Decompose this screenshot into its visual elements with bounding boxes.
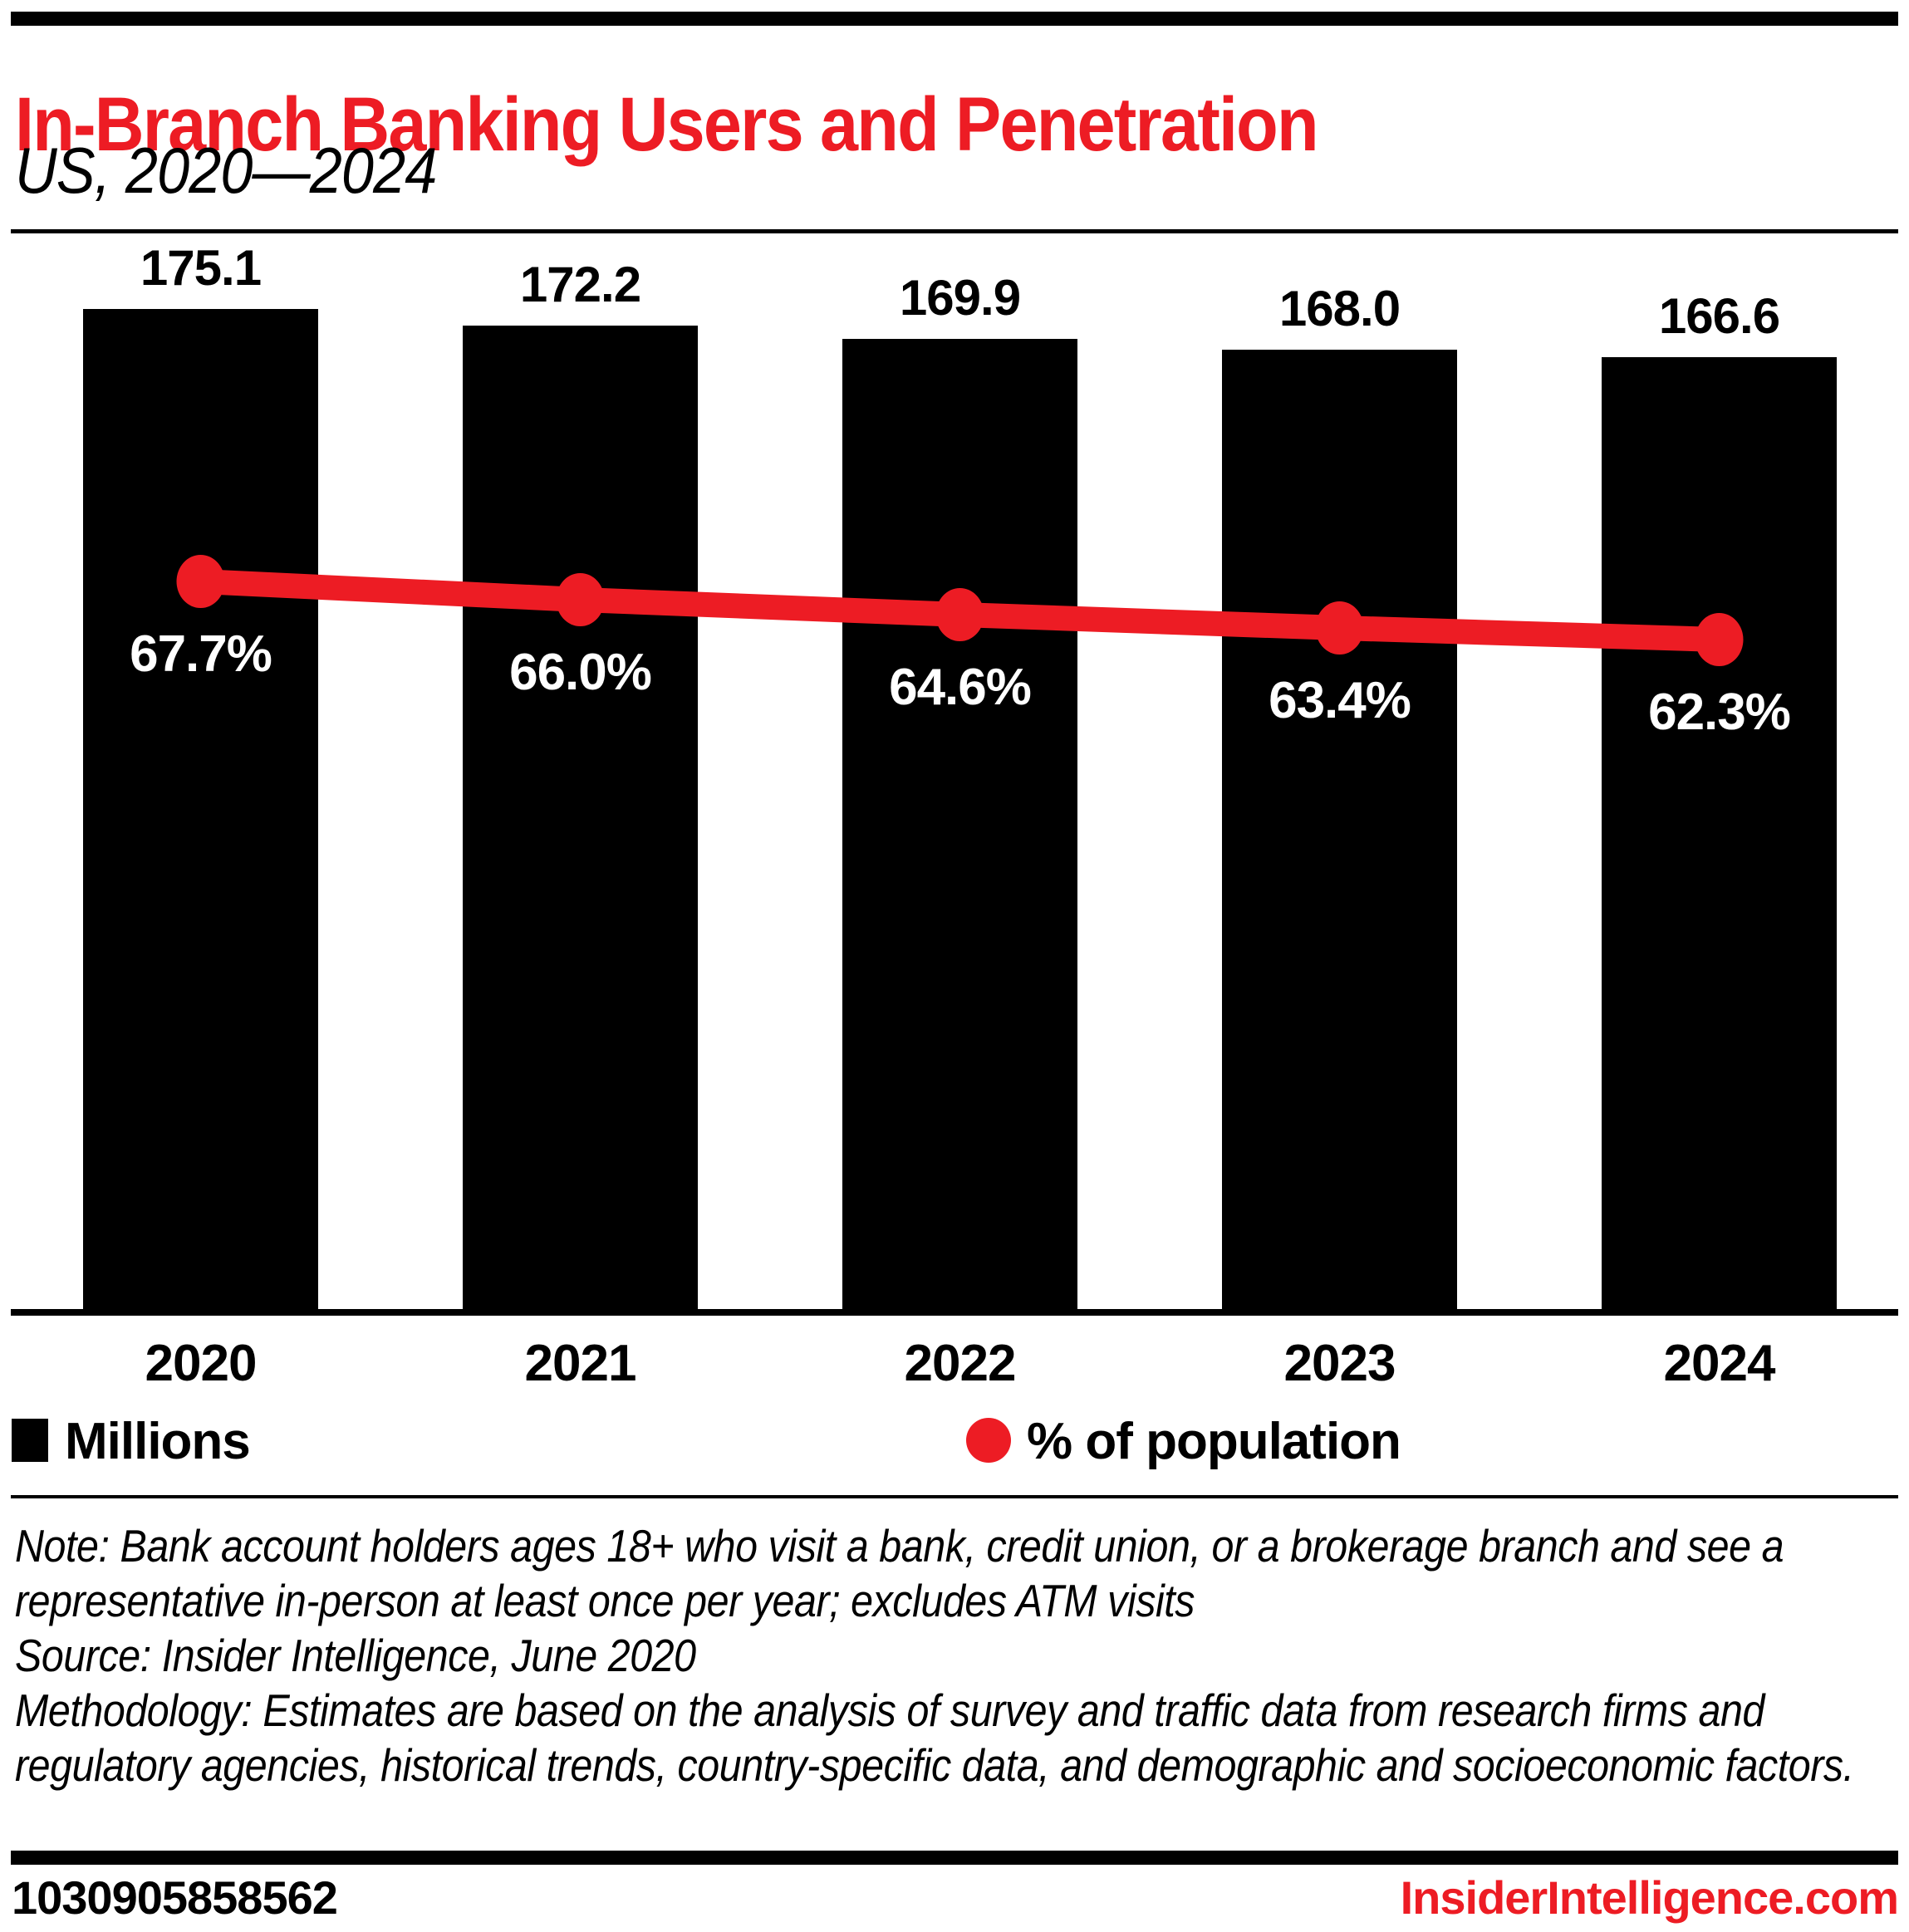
methodology-text: Methodology: Estimates are based on the … xyxy=(15,1684,1854,1791)
population-legend-dot xyxy=(966,1418,1011,1463)
top-divider-bar xyxy=(11,12,1898,26)
note-text: Note: Bank account holders ages 18+ who … xyxy=(15,1520,1784,1626)
bar-value-label-2020: 175.1 xyxy=(140,240,262,296)
x-axis-line xyxy=(11,1309,1898,1316)
x-axis-label-2021: 2021 xyxy=(524,1335,637,1392)
line-value-label-2023: 63.4% xyxy=(1269,672,1411,729)
header-divider xyxy=(11,229,1898,233)
line-value-label-2021: 66.0% xyxy=(509,644,652,701)
bar-value-label-2024: 166.6 xyxy=(1658,288,1780,344)
bar-2020 xyxy=(83,309,318,1309)
x-axis-label-2020: 2020 xyxy=(145,1335,258,1392)
x-axis-label-2022: 2022 xyxy=(904,1335,1017,1392)
bar-2021 xyxy=(463,326,698,1309)
bottom-divider-bar xyxy=(11,1851,1898,1865)
x-axis-label-2023: 2023 xyxy=(1283,1335,1396,1392)
footer-site-link: InsiderIntelligence.com xyxy=(1400,1871,1899,1924)
chart-subtitle: US, 2020—2024 xyxy=(15,134,437,207)
bar-2024 xyxy=(1602,357,1837,1309)
line-value-label-2022: 64.6% xyxy=(889,659,1032,716)
millions-legend-swatch xyxy=(12,1419,48,1462)
source-text: Source: Insider Intelligence, June 2020 xyxy=(15,1630,696,1681)
bar-value-label-2021: 172.2 xyxy=(519,257,641,312)
line-value-label-2024: 62.3% xyxy=(1648,684,1791,741)
footer-chart-id: 1030905858562 xyxy=(12,1871,338,1924)
bar-2023 xyxy=(1222,350,1457,1309)
population-legend-label: % of population xyxy=(1027,1413,1401,1470)
footnotes: Note: Bank account holders ages 18+ who … xyxy=(15,1518,1901,1792)
bar-2022 xyxy=(842,339,1077,1309)
millions-legend-label: Millions xyxy=(65,1413,251,1470)
x-axis-label-2024: 2024 xyxy=(1663,1335,1776,1392)
chart-title: In-Branch Banking Users and Penetration xyxy=(15,81,1319,167)
bar-value-label-2022: 169.9 xyxy=(899,270,1021,326)
bar-value-label-2023: 168.0 xyxy=(1278,281,1401,336)
line-value-label-2020: 67.7% xyxy=(130,625,272,683)
notes-divider xyxy=(11,1495,1898,1498)
